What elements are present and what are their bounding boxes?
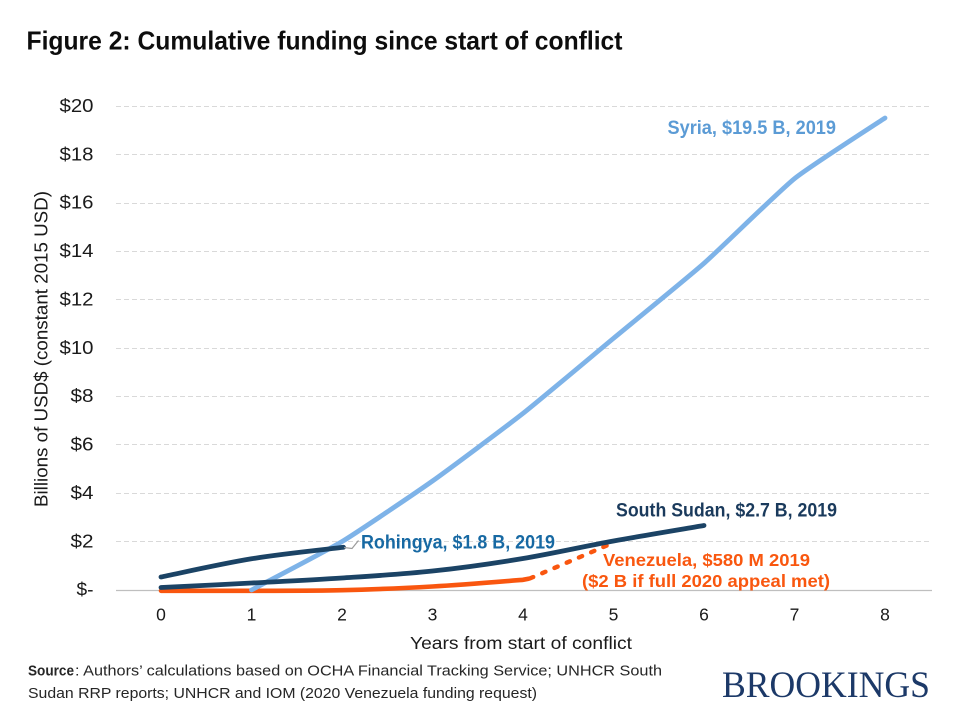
svg-text:$20: $20 [60, 95, 94, 116]
svg-text:$14: $14 [60, 240, 94, 261]
svg-text:Syria, $19.5 B, 2019: Syria, $19.5 B, 2019 [668, 118, 837, 139]
svg-text:Venezuela, $580 M 2019: Venezuela, $580 M 2019 [603, 550, 810, 570]
svg-text:$6: $6 [71, 434, 94, 455]
svg-text:8: 8 [880, 605, 890, 625]
svg-text:Figure 2: Cumulative funding s: Figure 2: Cumulative funding since start… [27, 26, 623, 56]
svg-text:BROOKINGS: BROOKINGS [722, 665, 930, 706]
svg-text:7: 7 [790, 605, 800, 625]
svg-text:2: 2 [337, 605, 347, 625]
svg-text:$8: $8 [71, 385, 94, 406]
svg-text:Rohingya, $1.8 B, 2019: Rohingya, $1.8 B, 2019 [361, 533, 555, 554]
svg-text:Billions of USD$ (constant 201: Billions of USD$ (constant 2015 USD) [32, 191, 52, 507]
svg-text:0: 0 [156, 605, 166, 625]
svg-text:3: 3 [428, 605, 438, 625]
svg-text:$12: $12 [60, 289, 94, 310]
svg-text:$4: $4 [71, 482, 94, 503]
svg-text:South Sudan, $2.7 B, 2019: South Sudan, $2.7 B, 2019 [616, 501, 837, 522]
svg-text:4: 4 [518, 605, 528, 625]
svg-text:($2 B if full 2020 appeal met): ($2 B if full 2020 appeal met) [582, 571, 830, 591]
svg-text:5: 5 [609, 605, 619, 625]
svg-text:1: 1 [247, 605, 257, 625]
svg-text:Sudan RRP reports; UNHCR and I: Sudan RRP reports; UNHCR and IOM (2020 V… [28, 685, 537, 702]
svg-text:6: 6 [699, 605, 709, 625]
svg-text:$10: $10 [60, 337, 94, 358]
svg-text:Years from start of conflict: Years from start of conflict [410, 633, 632, 653]
svg-text:: Authors’ calculations based: : Authors’ calculations based on OCHA Fi… [75, 663, 662, 680]
svg-text:$-: $- [77, 579, 94, 600]
svg-text:Source: Source [28, 663, 74, 680]
svg-text:$18: $18 [60, 143, 94, 164]
svg-text:$2: $2 [71, 530, 94, 551]
svg-text:$16: $16 [60, 192, 94, 213]
